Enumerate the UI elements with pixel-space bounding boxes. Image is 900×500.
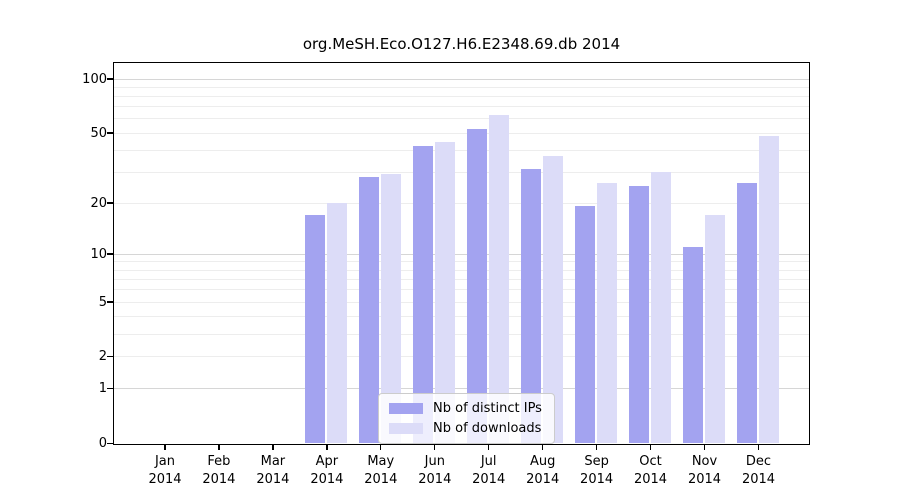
y-tick-label-100: 100 xyxy=(82,71,107,87)
gridline-70 xyxy=(114,106,809,108)
x-tick-mark-aug xyxy=(542,445,544,450)
gridline-5 xyxy=(114,301,809,303)
bar-nov-distinct-ips xyxy=(683,246,703,443)
legend: Nb of distinct IPs Nb of downloads xyxy=(378,393,555,444)
bar-nov-downloads xyxy=(705,214,725,443)
gridline-4 xyxy=(114,315,809,317)
bar-may-downloads xyxy=(381,174,402,443)
y-tick-mark-10 xyxy=(107,253,113,255)
bar-oct-distinct-ips xyxy=(629,185,649,443)
y-tick-mark-0 xyxy=(107,442,113,445)
gridline-90 xyxy=(114,86,809,88)
gridline-60 xyxy=(114,118,809,120)
x-tick-label-nov: Nov 2014 xyxy=(687,454,722,487)
chart-title: org.MeSH.Eco.O127.H6.E2348.69.db 2014 xyxy=(302,35,621,53)
gridline-80 xyxy=(114,95,809,97)
gridline-20 xyxy=(114,202,809,204)
y-tick-label-2: 2 xyxy=(98,349,107,365)
bar-sep-downloads xyxy=(597,182,618,443)
x-tick-mark-apr xyxy=(326,445,328,450)
bar-jul-distinct-ips xyxy=(467,129,488,443)
bar-dec-downloads xyxy=(759,135,779,443)
bar-apr-downloads xyxy=(327,202,348,443)
y-tick-mark-1 xyxy=(107,388,113,390)
y-tick-label-0: 0 xyxy=(98,436,107,451)
x-tick-mark-nov xyxy=(703,445,706,450)
x-tick-mark-may xyxy=(380,445,382,450)
bar-sep-distinct-ips xyxy=(575,206,596,443)
bar-jul-downloads xyxy=(489,114,510,443)
x-tick-label-feb: Feb 2014 xyxy=(202,454,236,487)
y-tick-label-10: 10 xyxy=(90,246,107,262)
y-tick-mark-2 xyxy=(107,356,113,358)
x-tick-mark-feb xyxy=(218,445,220,450)
bar-oct-downloads xyxy=(651,171,671,443)
x-tick-label-mar: Mar 2014 xyxy=(256,454,290,487)
y-tick-label-50: 50 xyxy=(90,125,107,141)
x-tick-label-sep: Sep 2014 xyxy=(580,454,614,487)
y-tick-label-5: 5 xyxy=(98,294,107,310)
gridline-3 xyxy=(114,333,809,335)
gridline-50 xyxy=(114,132,809,134)
bar-may-distinct-ips xyxy=(359,177,380,443)
gridline-9 xyxy=(114,261,809,263)
x-tick-label-dec: Dec 2014 xyxy=(741,454,776,487)
bar-aug-downloads xyxy=(543,155,564,443)
x-tick-label-oct: Oct 2014 xyxy=(633,454,668,487)
legend-label-distinct-ips: Nb of distinct IPs xyxy=(433,401,542,416)
x-tick-label-jul: Jul 2014 xyxy=(472,454,506,487)
x-tick-mark-sep xyxy=(595,445,598,450)
legend-item-distinct-ips: Nb of distinct IPs xyxy=(389,401,542,416)
bar-jun-distinct-ips xyxy=(413,145,434,443)
x-tick-label-jun: Jun 2014 xyxy=(418,454,452,487)
gridline-40 xyxy=(114,149,809,151)
legend-swatch-distinct-ips xyxy=(389,403,423,414)
gridline-8 xyxy=(114,269,809,271)
x-tick-mark-jun xyxy=(434,445,436,450)
bar-aug-distinct-ips xyxy=(521,169,542,443)
y-tick-mark-5 xyxy=(107,301,113,303)
gridline-7 xyxy=(114,278,809,280)
x-tick-mark-jan xyxy=(164,445,166,450)
y-tick-mark-20 xyxy=(107,202,113,204)
y-tick-label-20: 20 xyxy=(90,195,107,211)
x-tick-label-apr: Apr 2014 xyxy=(310,454,344,487)
x-tick-mark-mar xyxy=(272,445,274,450)
gridline-10 xyxy=(114,253,809,255)
gridline-6 xyxy=(114,289,809,291)
bar-dec-distinct-ips xyxy=(737,182,757,443)
legend-label-downloads: Nb of downloads xyxy=(433,421,542,436)
x-tick-mark-oct xyxy=(649,445,652,450)
bar-jun-downloads xyxy=(435,142,456,443)
x-tick-label-jan: Jan 2014 xyxy=(148,454,182,487)
gridline-1 xyxy=(114,388,809,390)
bar-apr-distinct-ips xyxy=(305,214,326,443)
x-tick-mark-dec xyxy=(757,445,760,450)
y-tick-label-1: 1 xyxy=(98,381,107,397)
legend-swatch-downloads xyxy=(389,423,423,434)
y-tick-mark-50 xyxy=(107,132,113,134)
gridline-30 xyxy=(114,171,809,173)
gridline-100 xyxy=(114,78,809,80)
x-tick-mark-jul xyxy=(488,445,490,450)
x-tick-label-aug: Aug 2014 xyxy=(526,454,560,487)
gridline-2 xyxy=(114,356,809,358)
plot-area: Nb of distinct IPs Nb of downloads xyxy=(113,62,810,445)
legend-item-downloads: Nb of downloads xyxy=(389,421,542,436)
x-tick-label-may: May 2014 xyxy=(364,454,398,487)
y-tick-mark-100 xyxy=(107,78,113,80)
